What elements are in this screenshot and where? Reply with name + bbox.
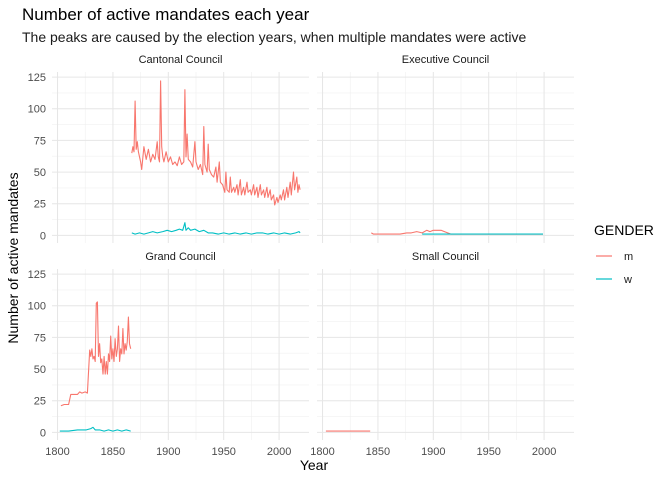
panel-small-council: Small Council 1800 1850 1900 1950 2000 — [310, 251, 574, 458]
x-tick-label: 1800 — [310, 446, 334, 458]
x-tick-label: 1950 — [211, 446, 235, 458]
series-line-w — [131, 222, 301, 235]
panel-grid — [317, 269, 574, 440]
y-tick-label: 125 — [28, 72, 46, 84]
y-tick-label: 75 — [34, 332, 46, 344]
chart-title: Number of active mandates each year — [22, 5, 310, 24]
legend-items: mw — [596, 251, 633, 286]
legend-item-m: m — [596, 251, 633, 263]
x-tick-label: 2000 — [532, 446, 556, 458]
panel-grand-council: Grand Council 0 25 50 75 100 125 1800 1850 1900 19… — [28, 251, 309, 458]
panel-strip-label: Cantonal Council — [139, 54, 223, 66]
legend: GENDER mw — [594, 222, 654, 286]
y-tick-label: 125 — [28, 269, 46, 281]
y-tick-label: 0 — [40, 230, 46, 242]
legend-label-w: w — [623, 274, 632, 286]
facet-panels: Cantonal Council 0 25 50 75 100 125 Executive C… — [28, 54, 574, 458]
y-tick-label: 25 — [34, 396, 46, 408]
y-tick-label: 50 — [34, 167, 46, 179]
y-tick-label: 25 — [34, 199, 46, 211]
panel-cantonal-council: Cantonal Council 0 25 50 75 100 125 — [28, 54, 309, 243]
x-tick-label: 2000 — [267, 446, 291, 458]
x-tick-label: 1900 — [156, 446, 180, 458]
legend-title: GENDER — [594, 222, 654, 238]
y-tick-label: 100 — [28, 301, 46, 313]
y-axis-title: Number of active mandates — [5, 172, 21, 343]
panel-strip-label: Grand Council — [145, 251, 215, 263]
y-tick-label: 100 — [28, 104, 46, 116]
panel-grid — [52, 72, 309, 243]
x-tick-label: 1800 — [45, 446, 69, 458]
legend-item-w: w — [596, 274, 632, 286]
panel-strip-label: Small Council — [412, 251, 479, 263]
series-line-m — [131, 80, 301, 206]
series-line-m — [371, 229, 543, 235]
series-line-w — [59, 426, 131, 432]
x-tick-label: 1850 — [366, 446, 390, 458]
y-tick-label: 75 — [34, 135, 46, 147]
panel-grid — [317, 72, 574, 243]
panel-strip-label: Executive Council — [402, 54, 489, 66]
chart-subtitle: The peaks are caused by the election yea… — [22, 29, 526, 45]
x-axis-title: Year — [300, 457, 329, 473]
legend-label-m: m — [624, 251, 633, 263]
x-tick-label: 1850 — [101, 446, 125, 458]
y-tick-label: 0 — [40, 427, 46, 439]
panel-executive-council: Executive Council — [317, 54, 574, 243]
x-tick-label: 1900 — [421, 446, 445, 458]
series-line-m — [60, 301, 132, 407]
y-tick-label: 50 — [34, 364, 46, 376]
x-tick-label: 1950 — [476, 446, 500, 458]
panel-grid — [52, 269, 309, 440]
